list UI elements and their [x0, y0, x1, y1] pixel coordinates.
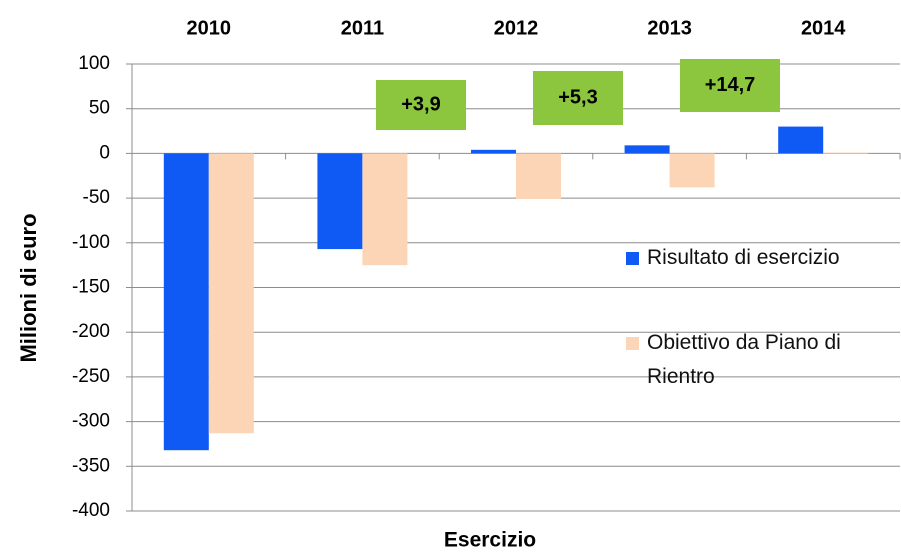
bar	[208, 153, 254, 434]
bar	[624, 145, 670, 154]
bar	[317, 153, 363, 250]
annotation: +14,7	[705, 74, 756, 96]
annotation: +3,9	[401, 93, 440, 115]
x-tick-label: 2010	[187, 17, 232, 39]
y-tick-label: -350	[72, 455, 110, 476]
y-tick-label: -100	[72, 232, 110, 253]
bar	[516, 153, 561, 199]
y-tick-label: -250	[72, 366, 110, 387]
annotation-box	[533, 71, 623, 125]
annotation-box	[680, 59, 780, 112]
legend-label: Risultato di esercizio	[647, 246, 840, 269]
y-tick-label: -300	[72, 411, 110, 432]
annotation-box	[376, 80, 466, 130]
y-axis-label: Milioni di euro	[16, 213, 41, 362]
y-tick-label: -400	[72, 500, 110, 521]
legend-label: Obiettivo da Piano di Rientro	[647, 331, 841, 388]
y-tick-label: -150	[72, 277, 110, 298]
x-tick-label: 2014	[801, 17, 846, 39]
y-tick-label: 50	[89, 98, 110, 119]
x-tick-label: 2013	[647, 17, 692, 39]
annotation: +5,3	[558, 86, 597, 108]
bar	[471, 149, 516, 154]
x-tick-label: 2012	[494, 17, 539, 39]
y-tick-label: 100	[78, 53, 110, 74]
legend-item: Obiettivo da Piano di Rientro	[626, 326, 896, 394]
legend-swatch	[626, 337, 639, 350]
legend-item: Risultato di esercizio	[626, 241, 896, 275]
bar	[823, 152, 869, 154]
bar	[669, 153, 715, 188]
x-tick-label: 2011	[341, 17, 384, 39]
y-tick-label: -50	[83, 187, 110, 208]
bar	[778, 126, 824, 154]
y-tick-label: 0	[99, 142, 110, 163]
x-axis-label: Esercizio	[444, 529, 536, 552]
y-tick-label: -200	[72, 321, 110, 342]
bar	[362, 153, 408, 266]
legend-swatch	[626, 252, 639, 265]
bar	[163, 153, 209, 451]
